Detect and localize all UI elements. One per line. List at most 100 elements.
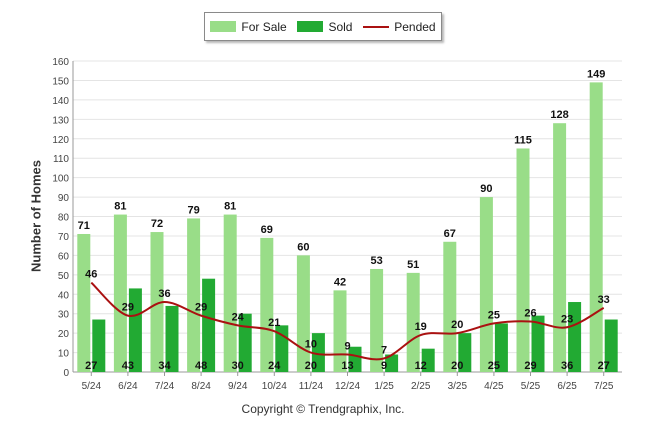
y-tick-label: 130 xyxy=(52,115,69,126)
data-label-sold: 25 xyxy=(488,360,500,372)
data-label-pended: 23 xyxy=(561,313,573,325)
bar-for-sale xyxy=(589,82,603,372)
bar-sold xyxy=(348,346,362,372)
bar-for-sale xyxy=(553,123,567,372)
bar-for-sale xyxy=(113,214,127,372)
x-tick-label: 2/25 xyxy=(411,381,431,392)
legend-label-sold: Sold xyxy=(328,19,353,34)
bar-for-sale xyxy=(187,218,201,372)
data-label-pended: 36 xyxy=(158,288,170,300)
bar-sold xyxy=(92,319,106,372)
bar-sold xyxy=(421,348,435,372)
y-tick-label: 60 xyxy=(58,251,70,262)
bar-sold xyxy=(568,302,582,372)
data-label-sold: 27 xyxy=(85,360,97,372)
bar-for-sale xyxy=(77,233,91,372)
bar-for-sale xyxy=(150,232,164,372)
data-label-sold: 27 xyxy=(598,360,610,372)
legend-label-for-sale: For Sale xyxy=(241,19,287,34)
x-tick-label: 8/24 xyxy=(191,381,211,392)
legend: For Sale Sold Pended xyxy=(204,12,442,41)
x-tick-label: 5/25 xyxy=(521,381,541,392)
data-label-for-sale: 72 xyxy=(151,218,163,230)
bar-sold xyxy=(311,333,325,372)
bar-sold xyxy=(128,288,142,372)
bar-for-sale xyxy=(370,268,384,372)
legend-item-sold: Sold xyxy=(297,20,352,34)
x-tick-label: 6/24 xyxy=(118,381,138,392)
y-tick-label: 100 xyxy=(52,174,69,185)
data-label-sold: 29 xyxy=(524,360,536,372)
data-label-pended: 33 xyxy=(598,294,610,306)
bar-for-sale xyxy=(479,197,493,372)
data-label-for-sale: 67 xyxy=(444,228,456,240)
data-label-for-sale: 81 xyxy=(114,201,126,213)
data-label-pended: 29 xyxy=(195,302,207,314)
x-tick-label: 9/24 xyxy=(228,381,248,392)
data-label-pended: 20 xyxy=(451,319,463,331)
bar-sold xyxy=(458,333,472,372)
bar-sold xyxy=(165,305,179,372)
bar-for-sale xyxy=(516,148,530,372)
bar-sold xyxy=(531,315,545,372)
data-label-sold: 36 xyxy=(561,360,573,372)
bar-sold xyxy=(604,319,618,372)
bar-sold xyxy=(202,278,216,372)
y-tick-label: 0 xyxy=(63,368,69,379)
bar-for-sale xyxy=(406,272,420,372)
legend-swatch-sold xyxy=(297,21,324,32)
x-tick-label: 7/24 xyxy=(155,381,175,392)
data-label-for-sale: 128 xyxy=(550,109,568,121)
bar-for-sale xyxy=(260,237,274,372)
legend-item-pended: Pended xyxy=(363,19,436,34)
y-tick-label: 20 xyxy=(58,329,70,340)
data-label-sold: 13 xyxy=(341,360,353,372)
y-tick-label: 40 xyxy=(58,290,70,301)
data-label-pended: 26 xyxy=(524,307,536,319)
data-label-for-sale: 90 xyxy=(480,183,492,195)
data-label-sold: 20 xyxy=(451,360,463,372)
y-tick-label: 150 xyxy=(52,76,69,87)
data-label-sold: 48 xyxy=(195,360,207,372)
x-tick-label: 7/25 xyxy=(594,381,614,392)
data-label-pended: 10 xyxy=(305,339,317,351)
y-tick-label: 160 xyxy=(52,57,69,68)
data-label-sold: 43 xyxy=(122,360,134,372)
y-tick-label: 50 xyxy=(58,271,70,282)
data-label-pended: 25 xyxy=(488,309,500,321)
y-tick-label: 140 xyxy=(52,96,69,107)
data-label-pended: 19 xyxy=(415,321,427,333)
y-tick-label: 30 xyxy=(58,310,70,321)
data-label-pended: 29 xyxy=(122,302,134,314)
data-label-sold: 30 xyxy=(232,360,244,372)
y-tick-label: 80 xyxy=(58,213,70,224)
x-tick-label: 6/25 xyxy=(557,381,577,392)
copyright-credit: Copyright © Trendgraphix, Inc. xyxy=(241,402,405,416)
x-tick-label: 11/24 xyxy=(299,381,324,392)
data-label-for-sale: 42 xyxy=(334,276,346,288)
data-label-for-sale: 149 xyxy=(587,68,605,80)
y-tick-label: 110 xyxy=(53,154,69,165)
legend-label-pended: Pended xyxy=(394,19,436,34)
bar-for-sale xyxy=(443,241,457,372)
x-tick-label: 5/24 xyxy=(82,381,102,392)
data-label-pended: 7 xyxy=(381,344,387,356)
x-tick-label: 4/25 xyxy=(484,381,504,392)
data-label-sold: 34 xyxy=(158,360,171,372)
data-label-for-sale: 53 xyxy=(370,255,382,267)
data-label-sold: 20 xyxy=(305,360,317,372)
data-label-for-sale: 60 xyxy=(297,241,309,253)
data-label-for-sale: 69 xyxy=(261,224,273,236)
bar-sold xyxy=(385,354,399,372)
legend-swatch-pended xyxy=(363,25,390,28)
data-label-for-sale: 81 xyxy=(224,201,236,213)
bar-for-sale xyxy=(223,214,237,372)
bar-sold xyxy=(238,313,252,372)
x-tick-label: 10/24 xyxy=(262,381,287,392)
bar-for-sale xyxy=(333,290,347,372)
pended-line xyxy=(90,281,605,361)
y-tick-label: 90 xyxy=(58,193,70,204)
x-tick-label: 1/25 xyxy=(374,381,394,392)
